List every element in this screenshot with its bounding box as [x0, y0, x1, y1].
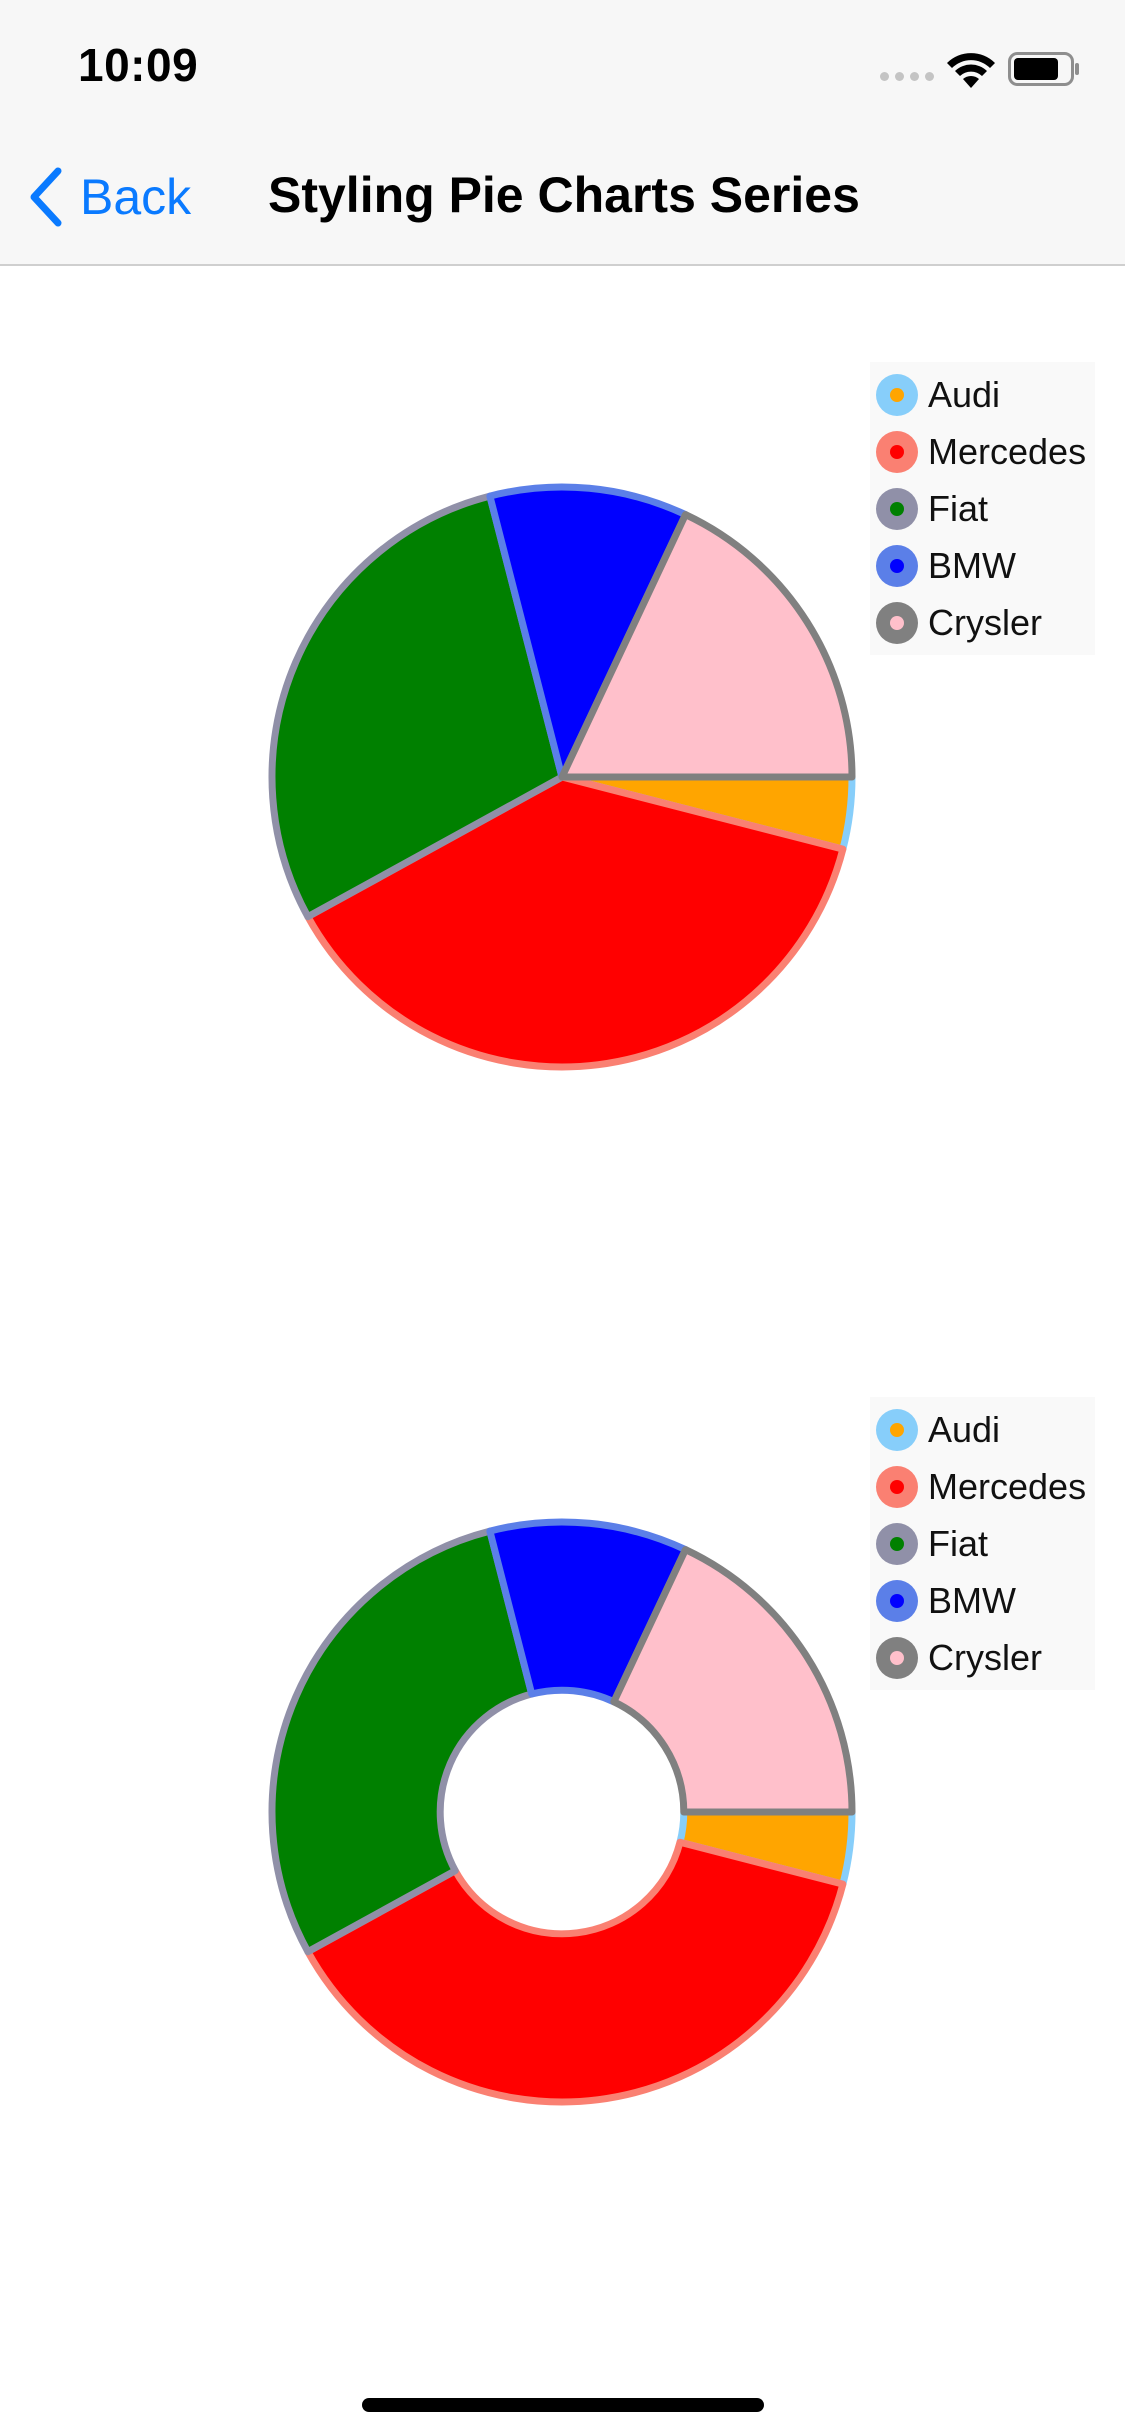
legend-label: Mercedes — [928, 430, 1087, 472]
legend-marker-icon — [876, 1465, 918, 1508]
legend-marker-icon — [876, 1579, 918, 1622]
slice-bmw[interactable] — [486, 483, 689, 781]
legend-marker-icon — [876, 1408, 918, 1451]
chevron-left-icon — [30, 167, 62, 227]
legend-item-fiat[interactable]: Fiat — [870, 1515, 1095, 1572]
legend-item-crysler[interactable]: Crysler — [870, 1629, 1095, 1686]
page-title: Styling Pie Charts Series — [268, 167, 860, 223]
slice-mercedes[interactable] — [304, 773, 847, 1071]
legend-marker-icon — [876, 430, 918, 473]
legend-label: Fiat — [928, 487, 989, 529]
back-label: Back — [80, 169, 192, 225]
navigation-bar: Back Styling Pie Charts Series — [0, 132, 1125, 266]
legend-item-crysler[interactable]: Crysler — [870, 594, 1095, 651]
legend-label: Audi — [928, 373, 1001, 415]
back-button[interactable]: Back — [24, 162, 191, 232]
donut-chart-plot — [268, 1518, 856, 2106]
legend-marker-icon — [876, 1522, 918, 1565]
slice-fiat[interactable] — [268, 1527, 536, 1956]
legend-item-audi[interactable]: Audi — [870, 1401, 1095, 1458]
wifi-icon — [947, 53, 995, 88]
legend-item-mercedes[interactable]: Mercedes — [870, 1458, 1095, 1515]
cellular-signal-icon — [880, 72, 936, 82]
battery-icon — [1008, 52, 1079, 86]
slice-mercedes[interactable] — [304, 1838, 847, 2106]
legend-label: BMW — [928, 1579, 1016, 1621]
legend-item-audi[interactable]: Audi — [870, 366, 1095, 423]
pie-chart-plot — [268, 483, 856, 1071]
pie-chart-legend: Audi Mercedes Fiat BMW Crysler — [870, 362, 1095, 655]
legend-marker-icon — [876, 373, 918, 416]
status-time: 10:09 — [78, 39, 199, 91]
legend-item-mercedes[interactable]: Mercedes — [870, 423, 1095, 480]
legend-label: Crysler — [928, 601, 1042, 643]
donut-chart: Audi Mercedes Fiat BMW Crysler — [0, 1299, 1125, 2334]
legend-label: Audi — [928, 1408, 1001, 1450]
legend-label: BMW — [928, 544, 1016, 586]
legend-item-bmw[interactable]: BMW — [870, 1572, 1095, 1629]
pie-chart: Audi Mercedes Fiat BMW Crysler — [0, 264, 1125, 1299]
status-bar: 10:09 — [0, 0, 1125, 132]
legend-label: Crysler — [928, 1636, 1042, 1678]
legend-label: Fiat — [928, 1522, 989, 1564]
legend-item-bmw[interactable]: BMW — [870, 537, 1095, 594]
legend-item-fiat[interactable]: Fiat — [870, 480, 1095, 537]
home-indicator — [362, 2398, 764, 2412]
slice-fiat[interactable] — [268, 492, 566, 921]
slice-crysler[interactable] — [610, 1546, 856, 1816]
slice-bmw[interactable] — [486, 1518, 689, 1706]
legend-marker-icon — [876, 1636, 918, 1679]
legend-marker-icon — [876, 601, 918, 644]
slice-crysler[interactable] — [558, 511, 856, 781]
legend-marker-icon — [876, 487, 918, 530]
legend-marker-icon — [876, 544, 918, 587]
donut-chart-legend: Audi Mercedes Fiat BMW Crysler — [870, 1397, 1095, 1690]
legend-label: Mercedes — [928, 1465, 1087, 1507]
